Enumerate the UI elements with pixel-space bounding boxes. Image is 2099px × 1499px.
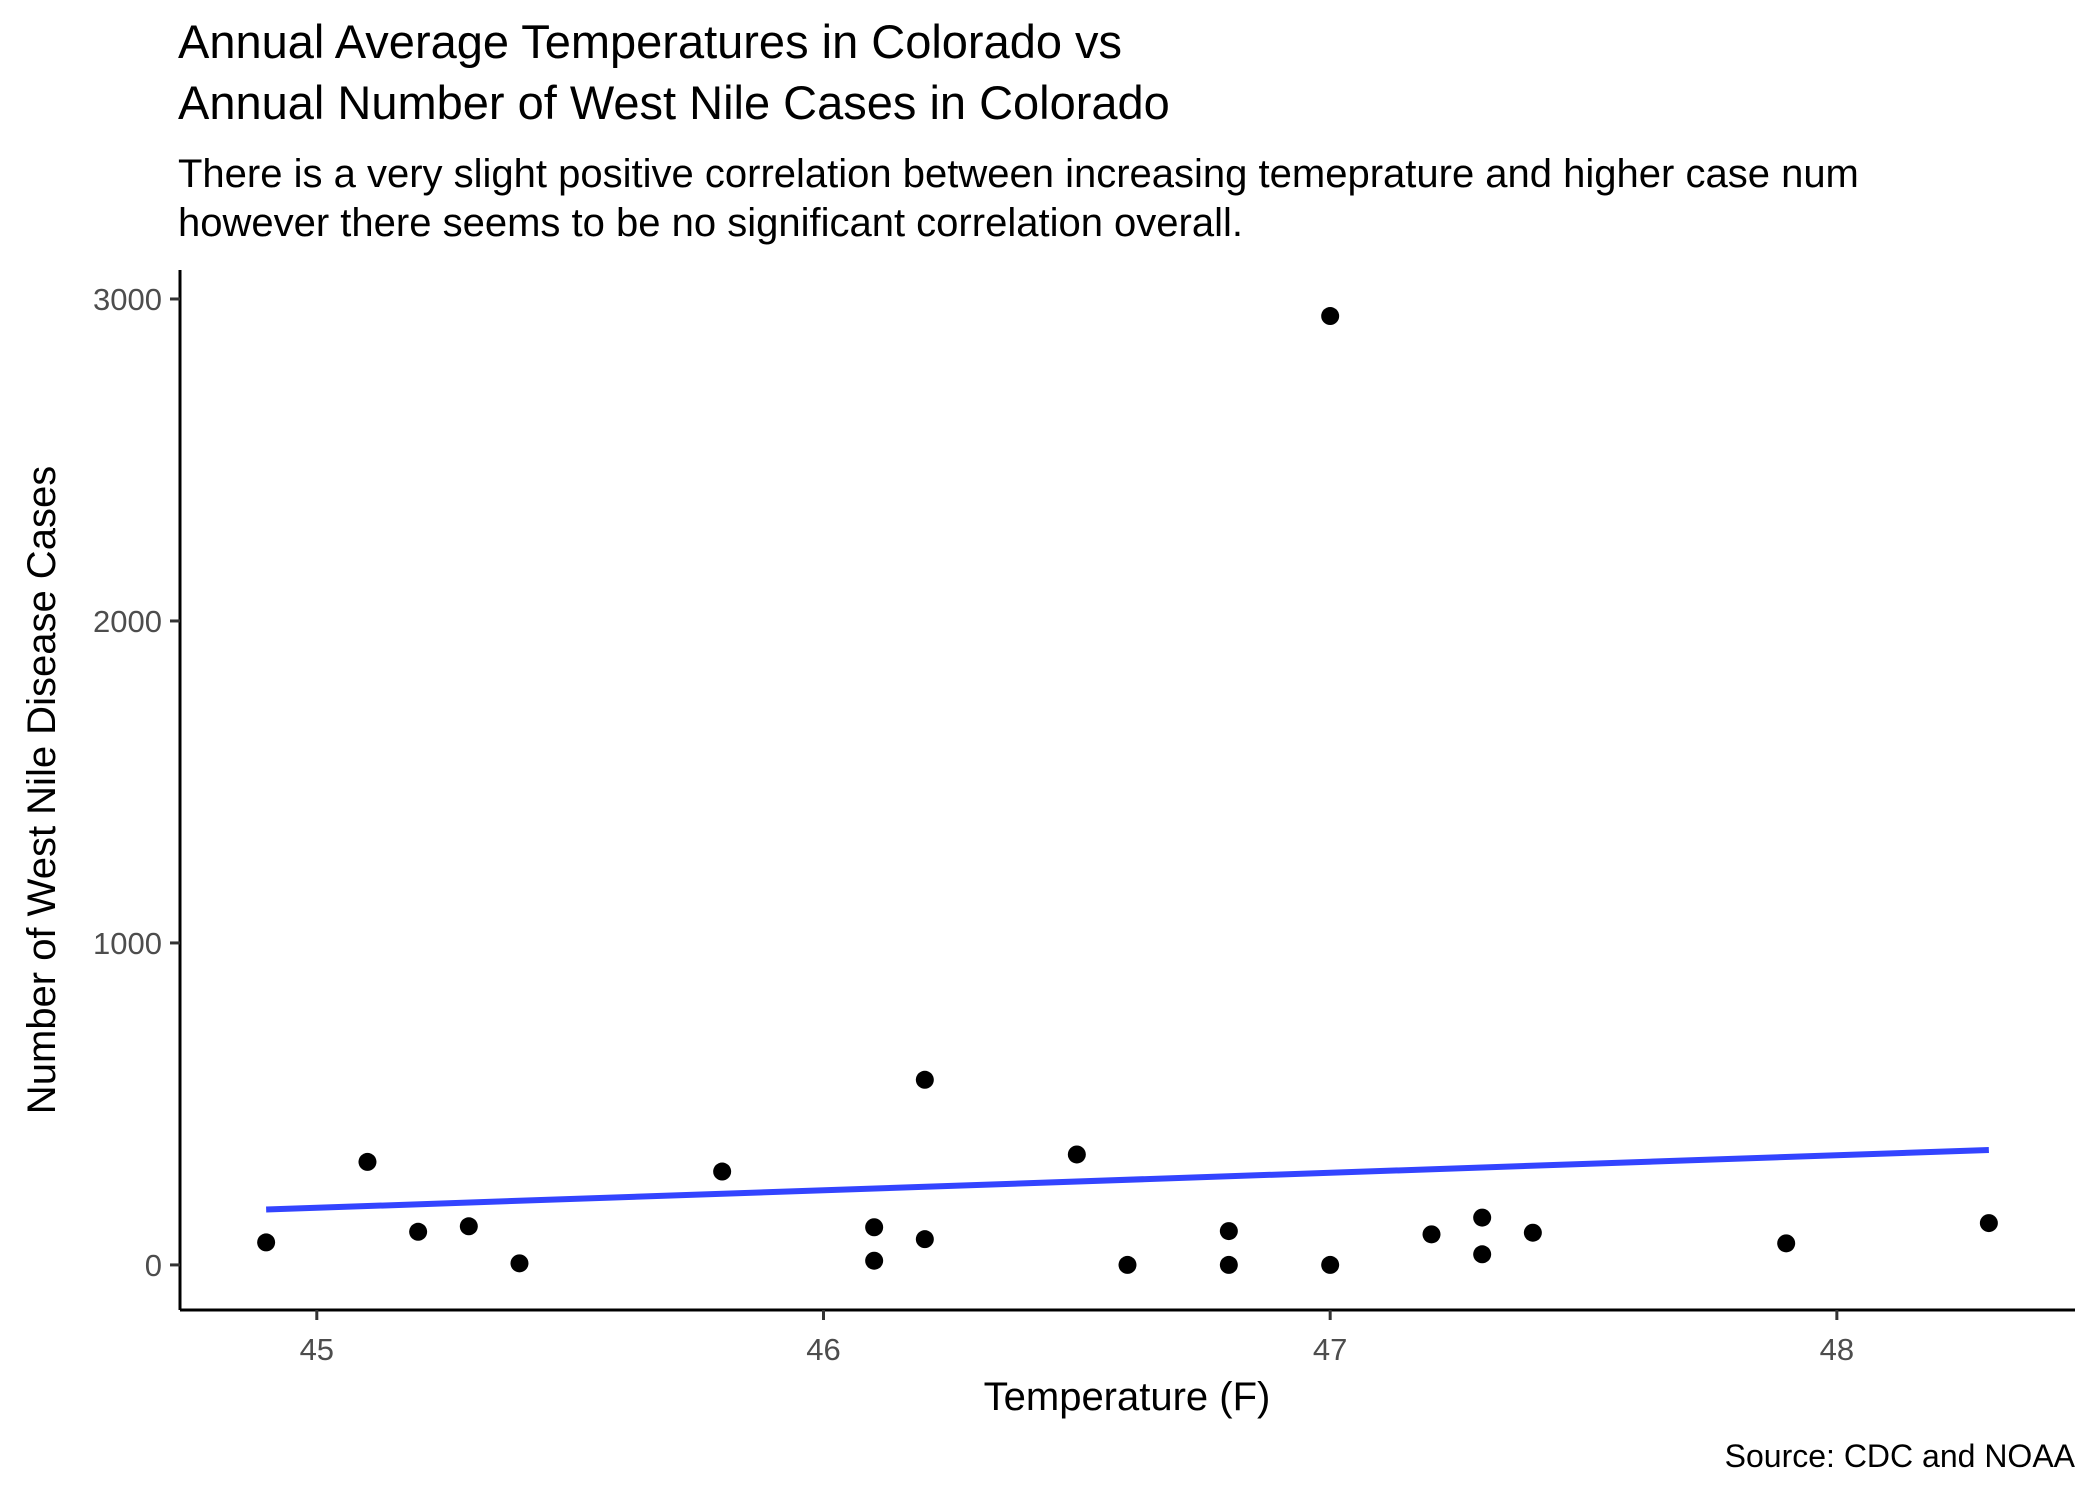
data-point xyxy=(865,1218,884,1237)
y-tick-label: 3000 xyxy=(93,282,162,317)
y-tick-label: 1000 xyxy=(93,926,162,961)
chart-title-line-1: Annual Average Temperatures in Colorado … xyxy=(178,15,1122,68)
data-point xyxy=(1777,1234,1796,1253)
y-axis-title: Number of West Nile Disease Cases xyxy=(20,466,64,1114)
data-point xyxy=(1321,1255,1340,1274)
x-tick-label: 46 xyxy=(806,1332,840,1367)
data-point xyxy=(1219,1255,1238,1274)
plot-area xyxy=(257,307,1998,1274)
data-point xyxy=(409,1222,428,1241)
x-tick-label: 48 xyxy=(1820,1332,1854,1367)
x-tick-label: 47 xyxy=(1313,1332,1347,1367)
trend-line xyxy=(266,1146,1989,1213)
data-point xyxy=(510,1254,529,1273)
data-point xyxy=(459,1217,478,1236)
data-point xyxy=(1523,1223,1542,1242)
data-point xyxy=(915,1230,934,1249)
data-point xyxy=(1473,1208,1492,1227)
data-point xyxy=(713,1162,732,1181)
data-point xyxy=(1979,1214,1998,1233)
y-axis-ticks: 0 1000 2000 3000 xyxy=(93,282,180,1283)
chart-subtitle-line-1: There is a very slight positive correlat… xyxy=(178,152,1859,196)
data-point xyxy=(1219,1222,1238,1241)
x-axis-ticks: 45 46 47 48 xyxy=(300,1310,1854,1367)
data-point xyxy=(257,1233,276,1252)
y-tick-label: 2000 xyxy=(93,604,162,639)
data-point xyxy=(915,1070,934,1089)
chart-subtitle-line-2: however there seems to be no significant… xyxy=(178,201,1243,245)
data-point xyxy=(1067,1145,1086,1164)
data-point xyxy=(1422,1225,1441,1244)
data-point xyxy=(1118,1255,1137,1274)
data-point xyxy=(865,1251,884,1270)
chart-title-line-2: Annual Number of West Nile Cases in Colo… xyxy=(178,76,1170,129)
data-point xyxy=(1473,1245,1492,1264)
data-points xyxy=(257,307,1998,1274)
data-point xyxy=(1321,307,1340,326)
source-caption: Source: CDC and NOAA xyxy=(1725,1438,2076,1474)
data-point xyxy=(358,1152,377,1171)
x-axis-title: Temperature (F) xyxy=(984,1375,1271,1419)
x-tick-label: 45 xyxy=(300,1332,334,1367)
y-tick-label: 0 xyxy=(145,1248,162,1283)
